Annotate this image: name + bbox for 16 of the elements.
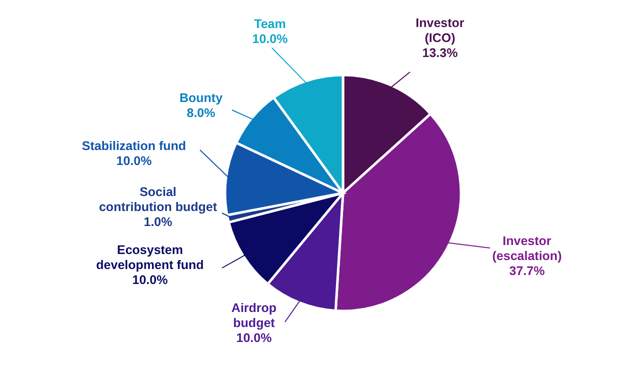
slice-label: Social contribution budget [98, 185, 218, 214]
slice-label: Bounty [179, 91, 223, 105]
data-label: 37.7% [509, 264, 545, 278]
data-label: 13.3% [422, 46, 458, 60]
data-label: 10.0% [116, 154, 152, 168]
slice-label: Team [254, 17, 286, 31]
data-label: 10.0% [252, 32, 288, 46]
legend-label: Ecosystem development fund [96, 243, 204, 272]
slice-label: Airdrop budget [231, 301, 277, 330]
data-label: 10.0% [236, 331, 272, 345]
data-label: 10.0% [132, 273, 168, 287]
data-label: 8.0% [186, 106, 216, 120]
slice-label: Investor (ICO) [416, 16, 464, 45]
data-label: 1.0% [144, 215, 172, 229]
slice-label: Investor (escalation) [492, 234, 562, 263]
slice-label: Stabilization fund [82, 139, 186, 153]
